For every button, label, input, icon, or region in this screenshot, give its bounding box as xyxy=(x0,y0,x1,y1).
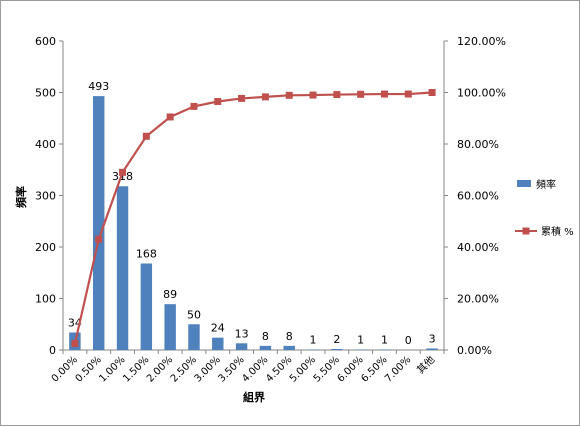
x-tick-label: 其他 xyxy=(414,353,437,376)
bar-data-label: 89 xyxy=(163,288,177,301)
y2-tick-label: 100.00% xyxy=(457,87,506,100)
bar xyxy=(164,304,176,350)
line-point xyxy=(357,90,365,98)
bar-data-label: 13 xyxy=(235,327,249,340)
bar xyxy=(259,345,272,350)
y-tick-label: 300 xyxy=(35,190,56,203)
bar-data-label: 8 xyxy=(262,330,269,343)
y2-tick-label: 120.00% xyxy=(457,35,506,48)
bar xyxy=(212,337,224,350)
y2-tick-label: 40.00% xyxy=(457,241,499,254)
line-point xyxy=(428,89,436,96)
y-tick-label: 400 xyxy=(35,138,56,151)
line-point xyxy=(261,93,269,101)
bar xyxy=(283,345,295,350)
line-point xyxy=(142,132,150,140)
line-point xyxy=(285,91,293,99)
bar-data-label: 1 xyxy=(310,333,317,346)
line-point xyxy=(166,113,174,121)
cumulative-line xyxy=(71,89,436,348)
bar-data-label: 1 xyxy=(381,333,388,346)
bar-data-label: 318 xyxy=(112,170,133,183)
bar-data-label: 8 xyxy=(286,330,293,343)
x-axis-title: 組界 xyxy=(243,390,265,404)
bar xyxy=(140,263,153,350)
bar xyxy=(426,348,438,350)
bar xyxy=(307,349,319,350)
line-point xyxy=(309,91,317,99)
y-tick-label: 0 xyxy=(49,344,56,357)
legend-line-label: 累積 % xyxy=(541,225,574,238)
y2-tick-label: 20.00% xyxy=(457,293,499,306)
line-point xyxy=(333,91,341,99)
line-point xyxy=(380,90,388,98)
bar-data-label: 2 xyxy=(333,333,340,346)
bar-data-label: 168 xyxy=(136,247,157,260)
bar-data-label: 0 xyxy=(405,334,412,347)
y-tick-label: 500 xyxy=(35,87,56,100)
line-point xyxy=(190,102,198,110)
y-tick-label: 200 xyxy=(35,241,56,254)
bars xyxy=(69,96,438,350)
bar xyxy=(235,343,248,350)
bar xyxy=(116,186,129,350)
bar xyxy=(354,349,367,350)
line-point xyxy=(238,94,246,102)
bar-data-label: 1 xyxy=(357,333,364,346)
bar-data-label: 493 xyxy=(88,80,109,93)
line-point xyxy=(404,90,412,98)
y-axis-title: 頻率 xyxy=(14,186,28,208)
y-tick-label: 100 xyxy=(35,293,56,306)
line-point xyxy=(95,235,103,243)
y2-tick-label: 0.00% xyxy=(457,344,492,357)
y2-tick-label: 60.00% xyxy=(457,190,499,203)
legend-line-marker xyxy=(522,227,530,235)
bar-data-label: 3 xyxy=(429,332,436,345)
line-point xyxy=(214,98,222,106)
line-point xyxy=(119,168,127,176)
bar-data-label: 24 xyxy=(211,322,225,335)
legend-bar-swatch xyxy=(517,180,531,187)
legend-bar-label: 頻率 xyxy=(536,178,556,191)
cumulative-polyline xyxy=(73,91,433,344)
bar xyxy=(188,324,200,350)
line-point xyxy=(71,340,79,348)
y-tick-label: 600 xyxy=(35,35,56,48)
x-tick-label: 7.00% xyxy=(383,354,413,384)
bar xyxy=(378,349,391,350)
bar xyxy=(331,348,343,350)
legend: 頻率 累積 % xyxy=(515,178,574,238)
y2-tick-label: 80.00% xyxy=(457,138,499,151)
bar xyxy=(93,96,105,350)
bar-data-label: 50 xyxy=(187,308,201,321)
